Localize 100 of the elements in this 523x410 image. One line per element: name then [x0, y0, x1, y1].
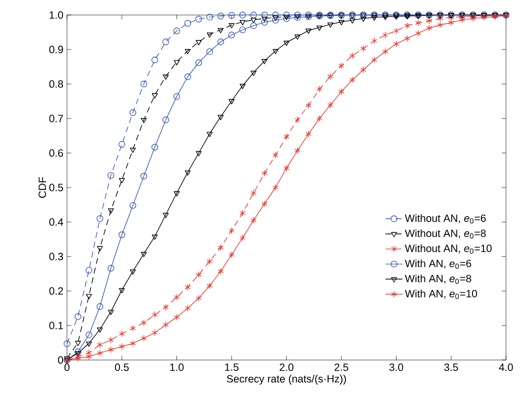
- point: [262, 200, 268, 208]
- point: [240, 84, 246, 90]
- point: [306, 28, 312, 34]
- point: [218, 244, 224, 251]
- x-tick-label: 4.0: [498, 364, 513, 371]
- point: [228, 251, 235, 258]
- point: [371, 16, 378, 21]
- point: [74, 313, 82, 320]
- point: [262, 59, 268, 64]
- point: [118, 288, 125, 294]
- point: [294, 147, 300, 154]
- point: [140, 252, 147, 258]
- point: [151, 144, 158, 150]
- point: [393, 40, 400, 48]
- point: [272, 16, 279, 24]
- point: [218, 114, 224, 120]
- point: [75, 354, 81, 362]
- point: [371, 56, 378, 64]
- point: [162, 116, 170, 124]
- point: [240, 20, 246, 26]
- point: [162, 212, 169, 218]
- point: [284, 40, 290, 46]
- point: [86, 342, 92, 347]
- legend-label: Without AN, e$_{0}$=8: [404, 229, 486, 239]
- y-tick-label: 0.4: [49, 218, 64, 226]
- point: [250, 190, 257, 196]
- point: [184, 170, 191, 176]
- point: [228, 12, 235, 19]
- point: [327, 22, 334, 28]
- point: [118, 178, 125, 184]
- point: [162, 38, 170, 46]
- point: [96, 327, 103, 333]
- x-tick-label: 3.0: [389, 364, 404, 371]
- point: [152, 329, 158, 336]
- point: [360, 16, 366, 22]
- point: [272, 184, 278, 191]
- y-tick-label: 0: [58, 356, 64, 364]
- point: [284, 133, 290, 140]
- point: [174, 191, 180, 196]
- point: [250, 216, 257, 224]
- point: [360, 66, 366, 74]
- point: [284, 164, 290, 172]
- y-tick-label: 0.8: [49, 80, 64, 88]
- point: [130, 148, 136, 153]
- point: [196, 151, 202, 156]
- point: [294, 12, 301, 18]
- point: [174, 294, 180, 301]
- point: [426, 18, 432, 24]
- point: [393, 28, 400, 34]
- x-tick-label: 0.5: [114, 364, 129, 371]
- legend-label: With AN, e$_{0}$=6: [404, 259, 472, 269]
- point: [96, 303, 104, 310]
- x-axis-title: Secrecy rate (nats/(s·Hz)): [226, 374, 346, 385]
- point: [437, 15, 444, 22]
- point: [481, 14, 487, 21]
- point: [151, 56, 158, 64]
- point: [108, 172, 114, 179]
- point: [262, 170, 268, 177]
- point: [206, 48, 214, 55]
- point: [140, 334, 147, 342]
- point: [108, 208, 114, 214]
- point: [272, 16, 278, 21]
- point: [75, 353, 81, 360]
- point: [86, 353, 92, 360]
- point: [262, 16, 268, 22]
- point: [75, 340, 81, 346]
- point: [195, 16, 202, 22]
- point: [349, 76, 356, 84]
- point: [217, 12, 224, 20]
- y-tick-label: 1.0: [50, 11, 64, 19]
- point: [140, 80, 148, 88]
- point: [228, 99, 235, 104]
- point: [96, 341, 103, 348]
- point: [338, 20, 344, 26]
- point: [173, 93, 180, 100]
- point: [382, 32, 388, 38]
- x-tick-label: 0: [64, 364, 70, 371]
- point: [173, 28, 180, 34]
- point: [174, 314, 180, 321]
- y-axis-title: CDF: [38, 177, 46, 198]
- point: [250, 70, 257, 76]
- point: [239, 26, 246, 34]
- point: [184, 73, 192, 80]
- point: [349, 18, 356, 24]
- y-tick-label: 0.1: [49, 322, 63, 330]
- point: [217, 38, 224, 46]
- x-tick-label: 3.5: [444, 364, 458, 371]
- point: [218, 28, 224, 34]
- point: [152, 234, 158, 240]
- point: [96, 215, 104, 222]
- point: [338, 62, 344, 70]
- point: [206, 258, 213, 265]
- point: [415, 30, 422, 37]
- point: [108, 346, 114, 353]
- point: [327, 73, 334, 80]
- point: [118, 343, 125, 350]
- point: [240, 234, 246, 242]
- point: [96, 246, 103, 252]
- y-tick-label: 0.5: [49, 184, 64, 192]
- point: [130, 202, 136, 209]
